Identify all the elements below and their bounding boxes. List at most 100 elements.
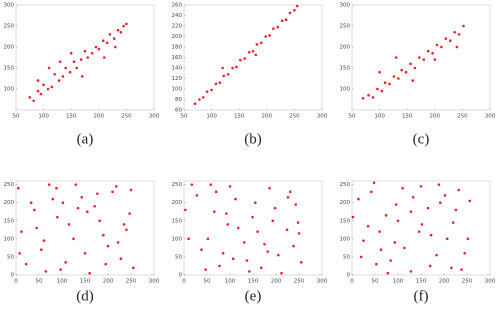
point	[264, 35, 267, 38]
y-tick-label: 150	[340, 66, 351, 72]
point	[18, 252, 21, 255]
x-tick-label: 0	[182, 279, 186, 285]
y-tick-label: 150	[4, 66, 15, 72]
point	[419, 185, 423, 188]
y-tick-label: 100	[172, 236, 183, 242]
point	[384, 214, 388, 217]
point	[53, 73, 56, 76]
point	[44, 270, 48, 273]
y-tick-label: 150	[340, 218, 351, 224]
point	[132, 266, 135, 270]
point	[401, 186, 404, 190]
point	[195, 194, 199, 197]
y-tick-label: 50	[175, 254, 182, 260]
y-tick-label: 80	[175, 97, 182, 103]
point	[119, 31, 123, 34]
point	[205, 90, 209, 93]
point	[292, 244, 295, 248]
point	[284, 18, 288, 22]
point	[272, 27, 275, 30]
point	[234, 197, 237, 201]
point	[437, 183, 441, 186]
x-tick-label: 50	[181, 114, 188, 120]
point	[386, 271, 390, 275]
point	[251, 49, 255, 53]
caption: (f)	[414, 288, 429, 304]
point	[251, 215, 254, 219]
point	[463, 252, 467, 255]
point	[296, 221, 300, 224]
point	[187, 237, 190, 241]
point	[116, 28, 120, 32]
point	[190, 183, 194, 186]
y-tick-label: 200	[4, 45, 15, 51]
point	[88, 271, 91, 275]
point	[114, 45, 117, 49]
point	[64, 66, 67, 70]
point	[383, 81, 387, 84]
point	[42, 83, 45, 87]
x-tick-label: 150	[80, 279, 91, 285]
caption: (b)	[244, 131, 262, 147]
point	[74, 183, 78, 186]
x-tick-label: 200	[103, 279, 114, 285]
point	[435, 43, 439, 47]
point	[409, 210, 413, 214]
y-tick-label: 250	[340, 182, 351, 188]
point	[42, 239, 46, 242]
point	[259, 41, 263, 45]
point	[435, 253, 438, 257]
point	[55, 186, 58, 190]
point	[111, 190, 114, 194]
x-tick-label: 150	[416, 279, 427, 285]
point	[83, 252, 87, 255]
point	[403, 246, 406, 250]
point	[98, 219, 102, 223]
x-tick-label: 100	[38, 114, 49, 120]
plot-frame	[183, 4, 323, 111]
point	[214, 190, 218, 194]
point	[239, 58, 242, 62]
point	[47, 183, 51, 186]
point	[221, 66, 224, 70]
point	[273, 206, 277, 210]
point	[214, 82, 218, 86]
point	[235, 65, 238, 69]
x-tick-label: 250	[121, 114, 132, 120]
caption: (d)	[76, 288, 94, 304]
point	[378, 230, 381, 233]
point	[193, 102, 197, 105]
y-tick-label: 0	[11, 273, 15, 279]
point	[119, 257, 123, 261]
point	[67, 223, 71, 226]
y-tick-label: 200	[4, 200, 15, 206]
point	[221, 252, 225, 255]
point	[93, 205, 96, 208]
point	[102, 233, 105, 237]
x-tick-label: 300	[485, 279, 496, 285]
x-tick-label: 100	[57, 279, 68, 285]
point	[33, 208, 36, 212]
y-tick-label: 160	[172, 55, 183, 61]
x-tick-label: 250	[294, 279, 305, 285]
point	[206, 237, 210, 241]
point	[47, 66, 51, 70]
point	[457, 188, 461, 192]
point	[122, 24, 125, 28]
y-tick-label: 250	[4, 24, 15, 30]
y-tick-label: 100	[340, 236, 351, 242]
x-tick-label: 250	[289, 114, 300, 120]
point	[428, 264, 432, 268]
x-tick-label: 150	[402, 114, 413, 120]
point	[225, 212, 228, 215]
point	[443, 194, 447, 197]
point	[59, 268, 62, 271]
point	[280, 271, 283, 275]
point	[357, 197, 360, 201]
x-tick-label: 50	[36, 279, 43, 285]
point	[426, 206, 430, 210]
point	[210, 88, 213, 92]
y-tick-label: 100	[4, 87, 15, 93]
point	[125, 22, 128, 26]
point	[411, 79, 415, 82]
